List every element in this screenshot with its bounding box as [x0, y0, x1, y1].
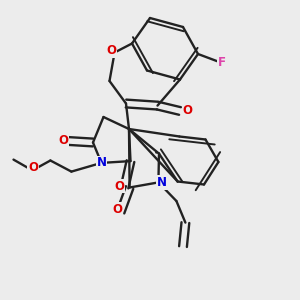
Text: O: O: [28, 161, 38, 174]
Text: O: O: [114, 179, 124, 193]
Text: O: O: [106, 44, 116, 58]
Text: O: O: [112, 202, 123, 216]
Text: N: N: [96, 156, 106, 170]
Text: O: O: [58, 134, 68, 147]
Text: O: O: [182, 104, 193, 118]
Text: F: F: [218, 56, 226, 70]
Text: N: N: [157, 176, 167, 189]
